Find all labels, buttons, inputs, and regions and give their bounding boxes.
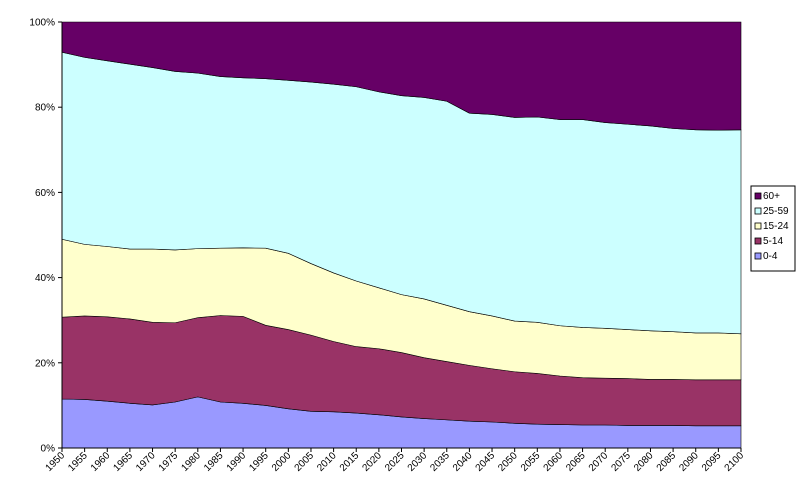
x-tick-label: 2050 <box>496 450 520 474</box>
x-tick-label: 2090 <box>677 450 701 474</box>
x-tick-label: 2080 <box>632 450 656 474</box>
x-tick-label: 2055 <box>519 450 543 474</box>
x-tick-label: 2005 <box>293 450 317 474</box>
x-tick-label: 2035 <box>428 450 452 474</box>
x-tick-label: 1970 <box>134 450 158 474</box>
x-tick-label: 2015 <box>338 450 362 474</box>
legend-label: 60+ <box>763 191 780 202</box>
x-tick-label: 2100 <box>723 450 747 474</box>
legend-label: 15-24 <box>763 221 789 232</box>
y-tick-label: 0% <box>41 444 56 455</box>
y-tick-label: 20% <box>35 358 55 369</box>
legend-swatch <box>754 237 762 245</box>
x-tick-label: 1955 <box>66 450 90 474</box>
x-tick-label: 1990 <box>225 450 249 474</box>
x-tick-label: 1975 <box>157 450 181 474</box>
x-tick-label: 1965 <box>112 450 136 474</box>
legend-swatch <box>754 192 762 200</box>
legend: 60+ 25-59 15-24 5-14 0-4 <box>750 185 796 272</box>
axes-layer <box>58 21 742 452</box>
legend-swatch <box>754 222 762 230</box>
legend-swatch <box>754 252 762 260</box>
x-tick-label: 2070 <box>587 450 611 474</box>
x-tick-label: 2045 <box>474 450 498 474</box>
x-tick-label: 1985 <box>202 450 226 474</box>
y-tick-label: 40% <box>35 273 55 284</box>
area-60plus <box>61 21 742 131</box>
x-tick-label: 2095 <box>700 450 724 474</box>
x-tick-label: 2025 <box>383 450 407 474</box>
legend-label: 5-14 <box>763 236 783 247</box>
x-tick-label: 2085 <box>655 450 679 474</box>
x-tick-label: 2040 <box>451 450 475 474</box>
y-tick-labels: 0% 20% 40% 60% 80% 100% <box>29 18 55 455</box>
y-tick-label: 100% <box>29 18 55 29</box>
x-tick-label: 2010 <box>315 450 339 474</box>
legend-swatch <box>754 207 762 215</box>
x-tick-label: 1980 <box>179 450 203 474</box>
legend-label: 25-59 <box>763 206 789 217</box>
x-tick-label: 1995 <box>247 450 271 474</box>
x-tick-label: 2020 <box>360 450 384 474</box>
legend-label: 0-4 <box>763 251 778 262</box>
y-tick-label: 60% <box>35 188 55 199</box>
x-tick-labels: 1950 1955 1960 1965 1970 1975 1980 1985 1990 1995… <box>44 450 747 474</box>
areas-layer <box>61 21 742 449</box>
x-tick-label: 1960 <box>89 450 113 474</box>
x-tick-label: 2075 <box>609 450 633 474</box>
x-tick-label: 2000 <box>270 450 294 474</box>
y-tick-label: 80% <box>35 103 55 114</box>
x-tick-label: 2065 <box>564 450 588 474</box>
x-tick-label: 2030 <box>406 450 430 474</box>
x-tick-label: 2060 <box>542 450 566 474</box>
